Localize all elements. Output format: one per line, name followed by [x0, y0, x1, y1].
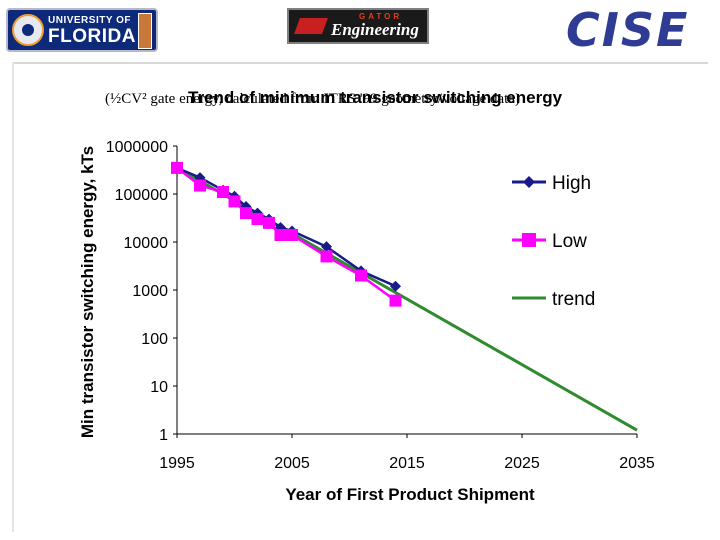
legend-label-trend: trend: [552, 289, 595, 310]
y-tick-label: 10: [150, 379, 168, 396]
uf-seal-icon: [12, 14, 44, 46]
legend-label-high: High: [552, 173, 591, 194]
point-low: [355, 269, 367, 282]
x-tick-label: 2025: [504, 455, 540, 472]
y-tick-label: 1000000: [106, 139, 168, 156]
point-low: [251, 213, 264, 226]
eng-logo-small: GATOR: [359, 12, 403, 21]
university-of-florida-logo[interactable]: UNIVERSITY OF FLORIDA: [6, 8, 158, 52]
legend-marker-high: [523, 176, 535, 188]
point-low: [263, 216, 275, 229]
point-low: [286, 228, 298, 241]
point-high: [321, 241, 332, 253]
century-tower-icon: [138, 13, 152, 49]
point-low: [240, 207, 252, 220]
y-tick-label: 10000: [124, 235, 169, 252]
x-tick-label: 2035: [619, 455, 655, 472]
point-low: [389, 294, 402, 307]
gator-engineering-logo[interactable]: GATOR Engineering: [287, 8, 429, 44]
x-axis-label: Year of First Product Shipment: [285, 485, 535, 504]
x-tick-label: 1995: [159, 455, 195, 472]
slide-border-top: [12, 62, 708, 64]
y-tick-label: 1: [159, 427, 168, 444]
point-low: [228, 195, 241, 208]
chart-subtitle: (½CV² gate energy, calculated from ITRS …: [105, 91, 520, 107]
legend-marker-low: [522, 233, 536, 247]
y-tick-label: 100000: [115, 187, 168, 204]
cise-logo[interactable]: CISE: [566, 3, 690, 57]
y-tick-label: 100: [141, 331, 168, 348]
chart-title: Trend of minimum transistor switching en…: [188, 88, 563, 107]
y-tick-label: 1000: [132, 283, 168, 300]
slide-border-left: [12, 62, 14, 532]
header: UNIVERSITY OF FLORIDA GATOR Engineering …: [0, 0, 720, 62]
x-tick-label: 2005: [274, 455, 310, 472]
y-axis-label: Min transistor switching energy, kTs: [78, 146, 97, 438]
point-low: [194, 179, 206, 192]
eng-logo-big: Engineering: [331, 20, 419, 39]
point-low: [320, 250, 333, 263]
point-low: [217, 186, 229, 199]
point-low: [171, 161, 183, 174]
point-low: [274, 228, 287, 241]
legend-label-low: Low: [552, 231, 587, 252]
x-tick-label: 2015: [389, 455, 425, 472]
point-high: [390, 280, 401, 292]
uf-logo-line1: UNIVERSITY OF: [48, 15, 131, 26]
uf-logo-line2: FLORIDA: [48, 26, 136, 47]
